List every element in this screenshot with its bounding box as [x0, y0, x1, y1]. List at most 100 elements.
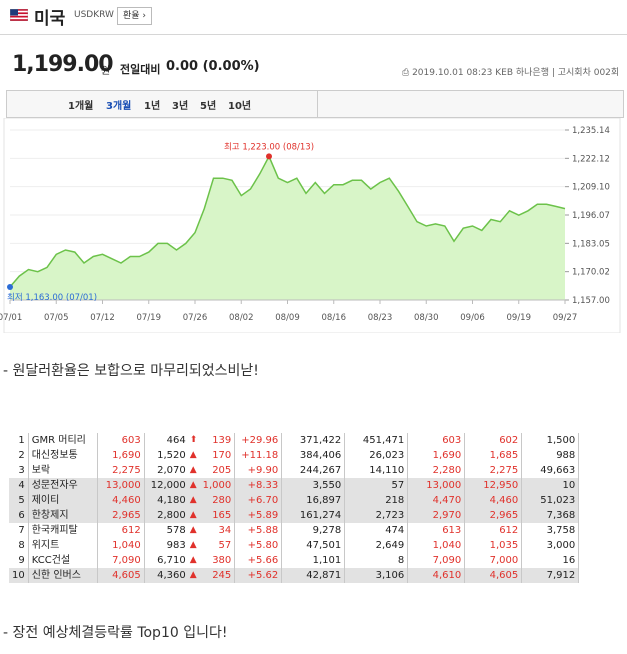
up-triangle-icon: ▲ [189, 525, 197, 535]
tab-1-year[interactable]: 1년 [144, 101, 161, 112]
x-tick-label: 08/09 [275, 313, 300, 323]
cell-c3: 4,605 [464, 568, 523, 583]
tab-10-years[interactable]: 10년 [228, 101, 252, 112]
cell-c1: 2,275 [97, 463, 145, 478]
cell-rank: 1 [9, 433, 29, 448]
table-row: 6 한창제지 2,965 2,800 ▲ 165 +5.89 161,274 2,723 2,97… [9, 508, 580, 523]
print-icon[interactable]: ⎙ [402, 68, 413, 78]
cell-c3: 2,275 [464, 463, 523, 478]
cell-c2: 2,280 [407, 463, 466, 478]
cell-rate: +5.88 [234, 523, 283, 538]
cell-name: 한창제지 [28, 508, 98, 523]
up-triangle-icon: ▲ [188, 478, 199, 493]
up-triangle-icon: ▲ [188, 508, 199, 523]
cell-diff: 1,000 [198, 478, 236, 493]
cell-rank: 5 [9, 493, 29, 508]
x-tick-label: 08/02 [229, 313, 254, 323]
cell-rank: 4 [9, 478, 29, 493]
tab-3-years[interactable]: 3년 [172, 101, 189, 112]
cell-c1: 4,605 [97, 568, 145, 583]
quote-meta: ⎙ 2019.10.01 08:23 KEB 하나은행 | 고시회차 002회 [402, 65, 619, 78]
tab-1-month[interactable]: 1개월 [68, 101, 94, 112]
x-tick-label: 09/19 [507, 313, 532, 323]
cell-c2: 613 [407, 523, 466, 538]
cell-c2: 4,470 [407, 493, 466, 508]
tabs-divider [317, 91, 318, 117]
area-fill [10, 156, 565, 300]
cell-vol2: 218 [344, 493, 409, 508]
cell-c1: 1,040 [97, 538, 145, 553]
cell-vol1: 384,406 [281, 448, 346, 463]
exchange-rate-button[interactable]: 환율 › [117, 7, 153, 25]
cell-diff: 57 [198, 538, 236, 553]
cell-c3: 7,000 [464, 553, 523, 568]
cell-c2: 2,970 [407, 508, 466, 523]
cell-c1: 1,690 [97, 448, 145, 463]
cell-c1: 13,000 [97, 478, 145, 493]
cell-rate: +5.62 [234, 568, 283, 583]
cell-c4: 10 [521, 478, 580, 493]
x-tick-label: 08/30 [414, 313, 439, 323]
x-tick-label: 07/05 [44, 313, 69, 323]
cell-c3: 4,460 [464, 493, 523, 508]
cell-c2: 603 [407, 433, 466, 448]
cell-rank: 2 [9, 448, 29, 463]
cell-price: 464 [166, 435, 186, 446]
cell-diff: 280 [198, 493, 236, 508]
cell-name: 보락 [28, 463, 98, 478]
cell-price: 4,360 [144, 568, 189, 583]
cell-c4: 7,912 [521, 568, 580, 583]
quote-meta-text: 2019.10.01 08:23 KEB 하나은행 | 고시회차 002회 [412, 68, 620, 78]
y-tick-label: 1,196.07 [572, 211, 610, 221]
max-label: 최고 1,223.00 (08/13) [224, 141, 314, 152]
up-triangle-icon: ▲ [189, 555, 197, 565]
table-row: 8 위지트 1,040 983 ▲ 57 +5.80 47,501 2,649 1,040 1,03… [9, 538, 580, 553]
cell-vol2: 2,723 [344, 508, 409, 523]
cell-c4: 51,023 [521, 493, 580, 508]
cell-rate: +9.90 [234, 463, 283, 478]
cell-c2: 7,090 [407, 553, 466, 568]
cell-c2: 1,040 [407, 538, 466, 553]
cell-vol2: 57 [344, 478, 409, 493]
cell-price: 1,520 [157, 450, 186, 461]
cell-c4: 16 [521, 553, 580, 568]
min-label: 최저 1,163.00 (07/01) [7, 292, 97, 303]
chart-svg: 1,235.14 1,222.12 1,209.10 1,196.07 1,183.05… [0, 117, 621, 334]
y-tick-label: 1,222.12 [572, 154, 610, 164]
x-tick-label: 09/06 [460, 313, 485, 323]
period-tabs: 1개월 3개월 1년 3년 5년 10년 [6, 90, 624, 118]
cell-vol2: 474 [344, 523, 409, 538]
table-row: 2 대신정보통 1,690 1,520 ▲ 170 +11.18 384,406 26,023 1… [9, 448, 580, 463]
cell-c3: 1,035 [464, 538, 523, 553]
cell-c3: 1,685 [464, 448, 523, 463]
cell-c4: 49,663 [521, 463, 580, 478]
x-tick-label: 09/27 [553, 313, 578, 323]
cell-rank: 9 [9, 553, 29, 568]
price-unit: 원 [101, 66, 111, 77]
change-label: 전일대비 [120, 63, 161, 76]
x-tick-label: 08/16 [322, 313, 347, 323]
cell-vol1: 47,501 [281, 538, 346, 553]
tab-5-years[interactable]: 5년 [200, 101, 217, 112]
tab-3-months[interactable]: 3개월 [106, 101, 132, 112]
x-tick-label: 07/19 [137, 313, 162, 323]
cell-vol2: 8 [344, 553, 409, 568]
cell-vol1: 16,897 [281, 493, 346, 508]
cell-rate: +29.96 [234, 433, 283, 448]
cell-c1: 603 [97, 433, 145, 448]
cell-c4: 1,500 [521, 433, 580, 448]
cell-diff: 139 [198, 433, 236, 448]
up-triangle-icon: ▲ [189, 450, 197, 460]
cell-diff: 170 [198, 448, 236, 463]
cell-c3: 2,965 [464, 508, 523, 523]
cell-vol1: 3,550 [281, 478, 346, 493]
cell-vol1: 371,422 [281, 433, 346, 448]
cell-price: 12,000 [144, 478, 189, 493]
cell-c2: 1,690 [407, 448, 466, 463]
current-price: 1,199.00 [12, 52, 114, 77]
cell-c4: 7,368 [521, 508, 580, 523]
cell-vol2: 26,023 [344, 448, 409, 463]
cell-price: 983 [166, 540, 186, 551]
cell-rank: 8 [9, 538, 29, 553]
table-row: 1 GMR 머티리 603 464 ⬆ 139 +29.96 371,422 451,471 60… [9, 433, 580, 448]
